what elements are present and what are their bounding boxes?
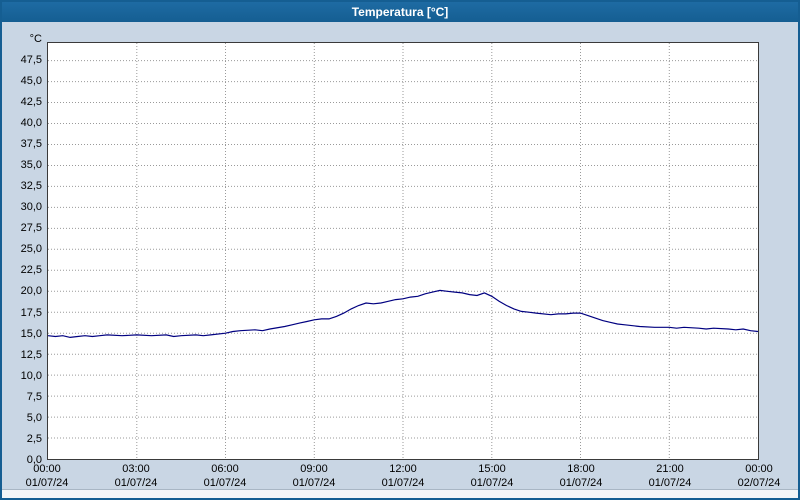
y-tick-label: 30,0 (20, 201, 42, 214)
x-tick-date-label: 01/07/24 (381, 477, 425, 489)
temperature-chart (48, 43, 758, 459)
x-tick-date-label: 01/07/24 (114, 477, 158, 489)
y-tick-label: 32,5 (20, 180, 42, 193)
y-tick-label: 47,5 (20, 53, 42, 66)
y-tick-label: 17,5 (20, 306, 42, 319)
y-tick-label: 2,5 (26, 432, 42, 445)
x-tick-date-label: 01/07/24 (648, 477, 692, 489)
y-tick-label: 0,0 (26, 454, 42, 466)
x-tick-date-label: 01/07/24 (203, 477, 247, 489)
y-tick-label: 12,5 (20, 348, 42, 361)
y-tick-label: 10,0 (20, 369, 42, 382)
y-tick-label: 5,0 (26, 411, 42, 424)
y-tick-label: 15,0 (20, 327, 42, 340)
x-tick-time-label: 06:00 (211, 463, 239, 475)
x-tick-time-label: 12:00 (389, 463, 417, 475)
x-tick-date-label: 01/07/24 (25, 477, 69, 489)
x-tick-time-label: 18:00 (567, 463, 595, 475)
y-tick-label: 45,0 (20, 74, 42, 87)
y-tick-label: 27,5 (20, 222, 42, 235)
y-tick-label: 35,0 (20, 159, 42, 172)
y-tick-label: 40,0 (20, 116, 42, 129)
bottom-strip (2, 489, 798, 498)
temperature-line (48, 289, 758, 339)
x-tick-time-label: 21:00 (656, 463, 684, 475)
x-tick-date-label: 02/07/24 (737, 477, 781, 489)
title-bar: Temperatura [°C] (2, 2, 798, 22)
y-tick-label: 25,0 (20, 243, 42, 256)
chart-title: Temperatura [°C] (351, 5, 449, 19)
x-tick-time-label: 00:00 (745, 463, 773, 475)
x-tick-date-label: 01/07/24 (292, 477, 336, 489)
x-tick-time-label: 15:00 (478, 463, 506, 475)
y-axis-unit-label: °C (29, 33, 42, 45)
x-tick-time-label: 09:00 (300, 463, 328, 475)
y-tick-label: 20,0 (20, 285, 42, 298)
y-tick-label: 37,5 (20, 137, 42, 150)
x-tick-date-label: 01/07/24 (559, 477, 603, 489)
plot-area (47, 42, 759, 460)
x-tick-time-label: 03:00 (122, 463, 150, 475)
y-tick-label: 42,5 (20, 95, 42, 108)
x-tick-date-label: 01/07/24 (470, 477, 514, 489)
y-tick-label: 22,5 (20, 264, 42, 277)
x-tick-time-label: 00:00 (33, 463, 61, 475)
y-tick-label: 7,5 (26, 390, 42, 403)
